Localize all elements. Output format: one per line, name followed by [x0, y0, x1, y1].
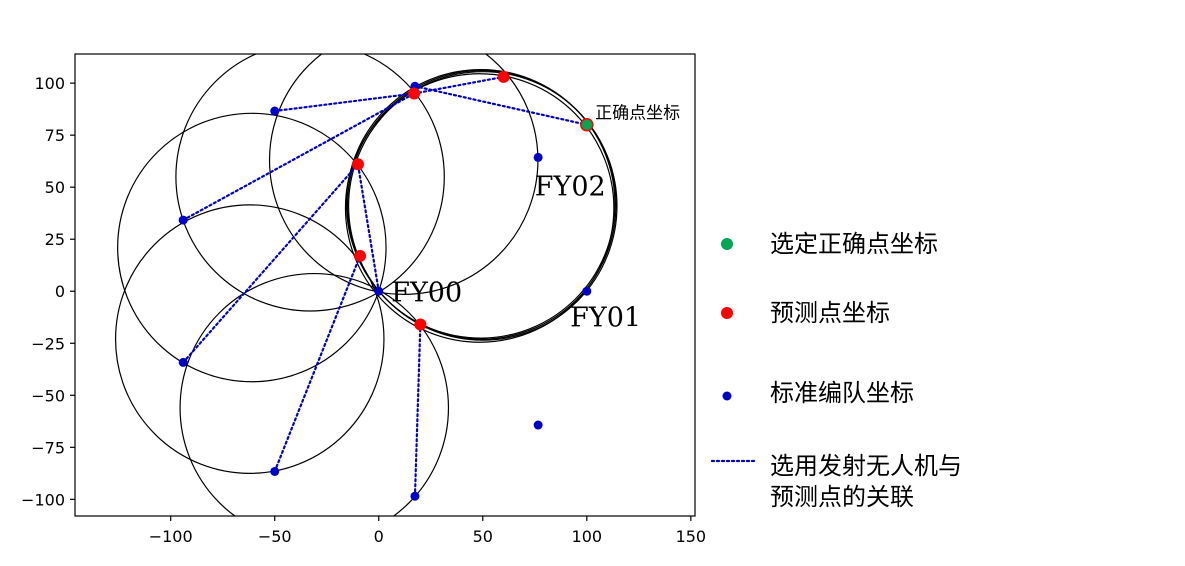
standard-formation-point: [270, 106, 280, 116]
x-axis: −100 −50 0 50 100 150: [149, 516, 706, 546]
y-tick-label: 100: [34, 74, 65, 93]
standard-formation-point: [374, 286, 384, 296]
y-tick-label: −100: [21, 490, 65, 509]
correct-point-layer: [580, 118, 594, 132]
range-circle: [114, 204, 385, 474]
link-line: [413, 323, 422, 498]
legend-label: 选用发射无人机与预测点的关联: [770, 452, 962, 511]
x-tick-label: −100: [149, 527, 193, 546]
y-tick-label: −75: [31, 438, 65, 457]
predicted-point: [408, 87, 421, 100]
legend-marker: [722, 391, 732, 401]
link-line: [182, 163, 360, 364]
y-tick-label: −50: [31, 386, 65, 405]
range-circle: [346, 70, 617, 340]
correct-point: [580, 118, 594, 132]
standard-formation-point: [533, 152, 543, 162]
y-tick-label: 0: [55, 282, 65, 301]
link-line: [356, 163, 380, 293]
standard-formation-point: [410, 491, 420, 501]
standard-formation-point: [270, 466, 280, 476]
link-line: [413, 85, 588, 126]
standard-formation-point: [533, 420, 543, 430]
legend-marker: [721, 307, 733, 319]
standard-formation-point: [178, 215, 188, 225]
x-tick-label: 0: [374, 527, 384, 546]
y-tick-label: 25: [45, 230, 65, 249]
legend-marker: [721, 238, 733, 250]
predicted-point: [414, 318, 427, 331]
predicted-point: [354, 249, 367, 262]
range-circle: [175, 54, 445, 312]
standard-formation-point: [582, 286, 592, 296]
x-tick-label: 100: [572, 527, 603, 546]
range-circle: [268, 54, 539, 295]
annotation-label: FY00: [391, 278, 462, 309]
link-line: [413, 75, 505, 95]
legend-label: 选定正确点坐标: [770, 230, 938, 258]
predicted-points-layer: [351, 70, 510, 331]
links-layer: [182, 75, 588, 498]
annotation-label: 正确点坐标: [595, 104, 680, 124]
range-circle: [345, 69, 616, 339]
plot-frame: [74, 53, 696, 517]
predicted-point: [351, 158, 364, 171]
link-line: [182, 92, 416, 222]
range-circle: [347, 71, 618, 341]
annotation-label: FY01: [570, 303, 641, 334]
link-line: [273, 254, 362, 473]
circles-layer: [114, 54, 618, 516]
link-line: [273, 92, 416, 113]
range-circle: [344, 73, 615, 343]
y-tick-label: 75: [45, 126, 65, 145]
annotation-label: FY02: [535, 172, 606, 203]
legend-label: 预测点坐标: [770, 299, 890, 327]
y-tick-label: 50: [45, 178, 65, 197]
range-circle: [179, 272, 450, 516]
range-circle: [117, 112, 387, 383]
legend-label: 标准编队坐标: [770, 379, 914, 407]
annotations-layer: FY00 FY01 FY02 正确点坐标: [391, 104, 680, 334]
y-axis: −100 −75 −50 −25 0 25 50 75 100: [21, 74, 75, 509]
x-tick-label: 50: [473, 527, 493, 546]
x-tick-label: −50: [258, 527, 292, 546]
standard-formation-point: [178, 357, 188, 367]
predicted-point: [497, 70, 510, 83]
y-tick-label: −25: [31, 334, 65, 353]
x-tick-label: 150: [676, 527, 707, 546]
